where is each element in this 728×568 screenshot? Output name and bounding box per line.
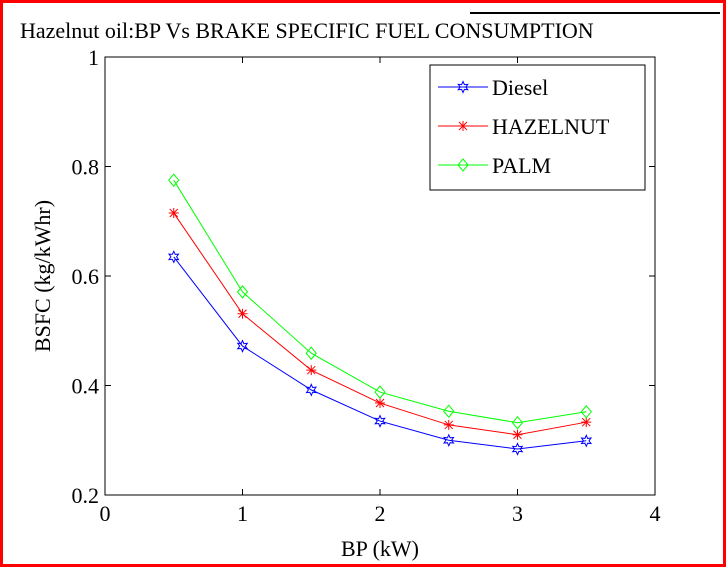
legend-label: HAZELNUT	[492, 114, 610, 139]
x-tick-label: 3	[512, 501, 523, 526]
y-tick-label: 1	[88, 45, 99, 70]
marker	[443, 419, 454, 430]
marker	[511, 442, 524, 456]
x-axis-label: BP (kW)	[341, 536, 419, 561]
marker	[305, 346, 317, 360]
y-tick-label: 0.8	[72, 155, 100, 180]
marker	[511, 415, 524, 430]
legend-marker	[457, 80, 469, 94]
x-tick-label: 1	[237, 501, 248, 526]
marker	[374, 385, 386, 399]
marker	[236, 285, 249, 299]
y-tick-label: 0.6	[72, 264, 100, 289]
legend-marker	[457, 158, 469, 172]
legend-label: Diesel	[492, 75, 548, 100]
marker	[512, 429, 523, 440]
series-line	[173, 256, 587, 450]
marker	[306, 365, 317, 376]
marker	[580, 404, 592, 419]
y-axis-label: BSFC (kg/kWhr)	[30, 200, 55, 352]
y-tick-label: 0.2	[72, 483, 100, 508]
chart-title: Hazelnut oil:BP Vs BRAKE SPECIFIC FUEL C…	[20, 18, 594, 43]
y-tick-label: 0.4	[72, 374, 100, 399]
legend-marker	[458, 121, 468, 131]
legend	[429, 64, 646, 191]
marker	[237, 308, 248, 319]
series-line	[173, 179, 587, 424]
x-tick-label: 2	[375, 501, 386, 526]
marker	[167, 250, 180, 264]
marker	[168, 208, 179, 219]
marker	[168, 173, 180, 187]
legend-label: PALM	[492, 153, 551, 178]
marker	[443, 404, 455, 419]
marker	[236, 339, 249, 353]
x-tick-label: 4	[650, 501, 661, 526]
marker	[375, 398, 385, 409]
marker	[580, 434, 593, 448]
marker	[305, 383, 318, 397]
x-tick-label: 0	[100, 501, 111, 526]
marker	[581, 417, 592, 428]
marker	[442, 433, 455, 448]
marker	[374, 414, 386, 428]
